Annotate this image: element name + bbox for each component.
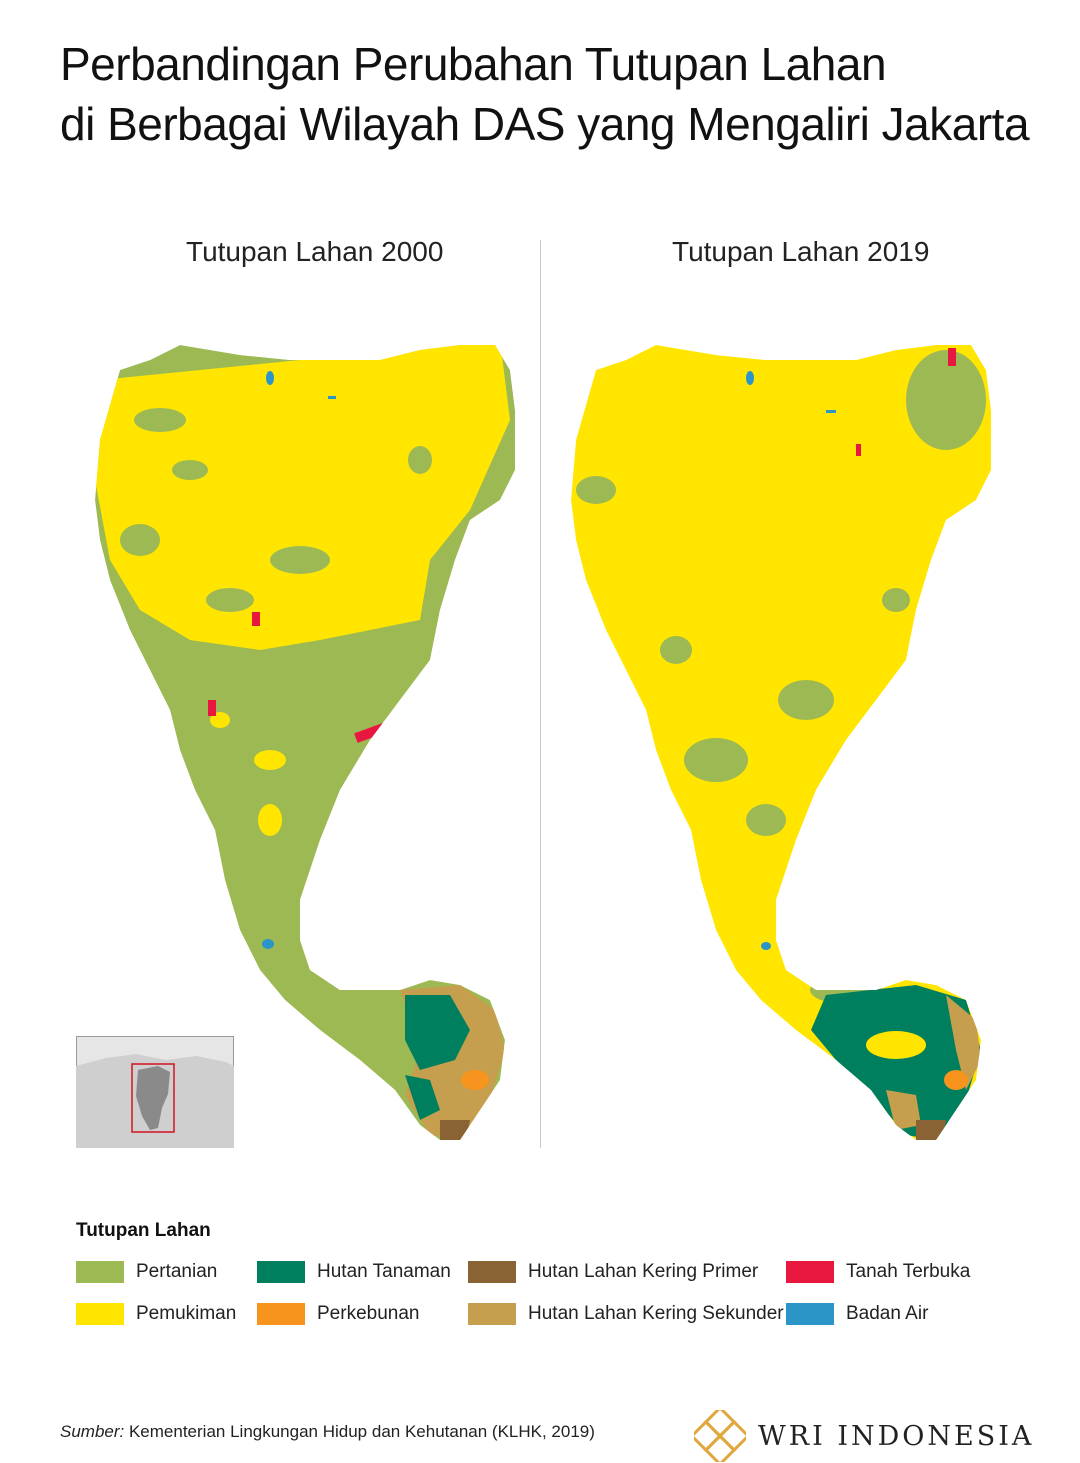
legend-swatch-badan-air — [786, 1303, 834, 1325]
source-note: Sumber: Kementerian Lingkungan Hidup dan… — [60, 1422, 595, 1442]
map-2019 — [571, 345, 991, 1140]
legend-swatch-hutan-primer — [468, 1261, 516, 1283]
legend-item-perkebunan: Perkebunan — [257, 1303, 419, 1325]
legend-label-perkebunan: Perkebunan — [317, 1303, 420, 1324]
legend-item-pemukiman: Pemukiman — [76, 1303, 236, 1325]
source-prefix: Sumber: — [60, 1422, 125, 1441]
title-line-2: di Berbagai Wilayah DAS yang Mengaliri J… — [60, 98, 1030, 150]
wri-logo-icon — [694, 1410, 746, 1462]
wri-brand: WRI INDONESIA — [694, 1410, 1034, 1462]
legend-swatch-tanah-terbuka — [786, 1261, 834, 1283]
legend-item-tanah-terbuka: Tanah Terbuka — [786, 1261, 970, 1283]
legend-swatch-pertanian — [76, 1261, 124, 1283]
legend-label-hutan-primer: Hutan Lahan Kering Primer — [528, 1261, 759, 1282]
legend-label-tanah-terbuka: Tanah Terbuka — [846, 1261, 971, 1282]
legend-item-hutan-primer: Hutan Lahan Kering Primer — [468, 1261, 758, 1283]
legend-label-pemukiman: Pemukiman — [136, 1303, 237, 1324]
title-line-1: Perbandingan Perubahan Tutupan Lahan — [60, 38, 887, 90]
legend-swatch-pemukiman — [76, 1303, 124, 1325]
legend-label-hutan-tanaman: Hutan Tanaman — [317, 1261, 451, 1282]
legend-swatch-hutan-sekunder — [468, 1303, 516, 1325]
brand-name: WRI INDONESIA — [758, 1420, 1035, 1452]
legend-label-badan-air: Badan Air — [846, 1303, 929, 1324]
legend-title: Tutupan Lahan — [76, 1220, 211, 1241]
panel-divider — [540, 240, 541, 1148]
legend-item-hutan-sekunder: Hutan Lahan Kering Sekunder — [468, 1303, 784, 1325]
legend-label-hutan-sekunder: Hutan Lahan Kering Sekunder — [528, 1303, 784, 1324]
legend-item-badan-air: Badan Air — [786, 1303, 928, 1325]
legend-swatch-hutan-tanaman — [257, 1261, 305, 1283]
legend-swatch-perkebunan — [257, 1303, 305, 1325]
legend-item-pertanian: Pertanian — [76, 1261, 217, 1283]
legend-item-hutan-tanaman: Hutan Tanaman — [257, 1261, 451, 1283]
map-2000 — [95, 345, 515, 1140]
source-text: Kementerian Lingkungan Hidup dan Kehutan… — [124, 1422, 595, 1441]
legend-label-pertanian: Pertanian — [136, 1261, 218, 1282]
page-title: Perbandingan Perubahan Tutupan Lahan di … — [60, 34, 1040, 154]
panel-title-2000: Tutupan Lahan 2000 — [186, 236, 444, 267]
locator-map-icon — [76, 1036, 234, 1148]
panel-title-2019: Tutupan Lahan 2019 — [672, 236, 930, 267]
